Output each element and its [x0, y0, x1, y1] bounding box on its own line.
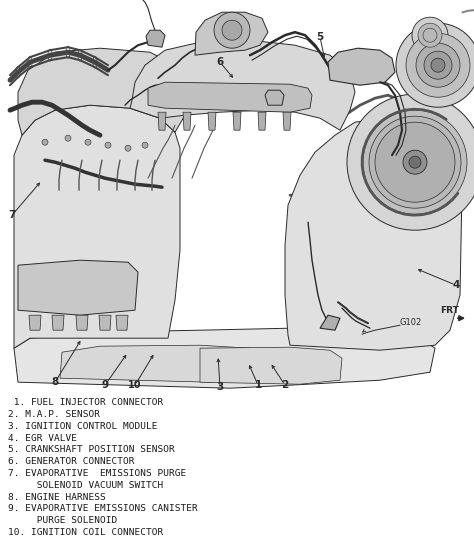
Text: 1. FUEL INJECTOR CONNECTOR: 1. FUEL INJECTOR CONNECTOR	[8, 399, 163, 407]
Polygon shape	[158, 112, 166, 130]
Text: 6: 6	[216, 57, 224, 67]
Text: PURGE SOLENOID: PURGE SOLENOID	[8, 516, 117, 525]
Polygon shape	[328, 48, 395, 85]
Text: G102: G102	[400, 318, 422, 327]
Circle shape	[347, 94, 474, 230]
Polygon shape	[208, 112, 216, 130]
Polygon shape	[29, 315, 41, 330]
Polygon shape	[195, 12, 268, 55]
Circle shape	[125, 145, 131, 151]
Circle shape	[42, 139, 48, 145]
Text: 10: 10	[128, 380, 142, 390]
Circle shape	[416, 43, 460, 87]
Circle shape	[396, 23, 474, 107]
Circle shape	[424, 51, 452, 79]
Polygon shape	[52, 315, 64, 330]
Circle shape	[65, 135, 71, 141]
Circle shape	[369, 116, 461, 208]
Text: 5. CRANKSHAFT POSITION SENSOR: 5. CRANKSHAFT POSITION SENSOR	[8, 446, 175, 454]
Text: 3. IGNITION CONTROL MODULE: 3. IGNITION CONTROL MODULE	[8, 422, 157, 431]
Polygon shape	[14, 105, 180, 348]
Text: 9: 9	[101, 380, 109, 390]
Circle shape	[403, 150, 427, 174]
Circle shape	[85, 139, 91, 145]
Polygon shape	[99, 315, 111, 330]
Circle shape	[412, 17, 448, 53]
Polygon shape	[183, 112, 191, 130]
Text: 2: 2	[282, 380, 289, 390]
Text: 5: 5	[316, 32, 324, 42]
Text: 3: 3	[216, 382, 224, 392]
Polygon shape	[130, 40, 355, 130]
Polygon shape	[258, 112, 266, 130]
Circle shape	[214, 12, 250, 48]
Polygon shape	[233, 112, 241, 130]
Circle shape	[375, 122, 455, 202]
Text: 9. EVAPORATIVE EMISSIONS CANISTER: 9. EVAPORATIVE EMISSIONS CANISTER	[8, 505, 198, 513]
Text: 8: 8	[51, 377, 59, 387]
Circle shape	[105, 142, 111, 148]
Text: 8. ENGINE HARNESS: 8. ENGINE HARNESS	[8, 492, 106, 502]
Text: 7: 7	[9, 210, 16, 220]
Circle shape	[418, 23, 442, 47]
Circle shape	[406, 33, 470, 97]
Text: 6. GENERATOR CONNECTOR: 6. GENERATOR CONNECTOR	[8, 457, 135, 466]
Polygon shape	[320, 315, 340, 330]
Text: 2. M.A.P. SENSOR: 2. M.A.P. SENSOR	[8, 410, 100, 419]
Polygon shape	[18, 48, 185, 135]
Polygon shape	[148, 82, 312, 112]
Polygon shape	[265, 90, 284, 105]
Text: 1: 1	[255, 380, 262, 390]
Text: FRT: FRT	[440, 306, 459, 315]
Polygon shape	[76, 315, 88, 330]
Polygon shape	[14, 328, 435, 388]
Circle shape	[222, 20, 242, 40]
Text: SOLENOID VACUUM SWITCH: SOLENOID VACUUM SWITCH	[8, 481, 163, 490]
Polygon shape	[200, 347, 342, 384]
Polygon shape	[285, 118, 462, 350]
Polygon shape	[60, 345, 265, 382]
Polygon shape	[116, 315, 128, 330]
Circle shape	[409, 156, 421, 168]
Polygon shape	[146, 30, 165, 47]
Circle shape	[423, 28, 437, 42]
Text: 10. IGNITION COIL CONNECTOR: 10. IGNITION COIL CONNECTOR	[8, 528, 163, 537]
Circle shape	[142, 142, 148, 148]
Text: 4: 4	[452, 280, 460, 290]
Text: 7. EVAPORATIVE  EMISSIONS PURGE: 7. EVAPORATIVE EMISSIONS PURGE	[8, 469, 186, 478]
Polygon shape	[18, 260, 138, 315]
Circle shape	[431, 58, 445, 72]
Text: 4. EGR VALVE: 4. EGR VALVE	[8, 434, 77, 443]
Circle shape	[363, 110, 467, 214]
Polygon shape	[283, 112, 291, 130]
